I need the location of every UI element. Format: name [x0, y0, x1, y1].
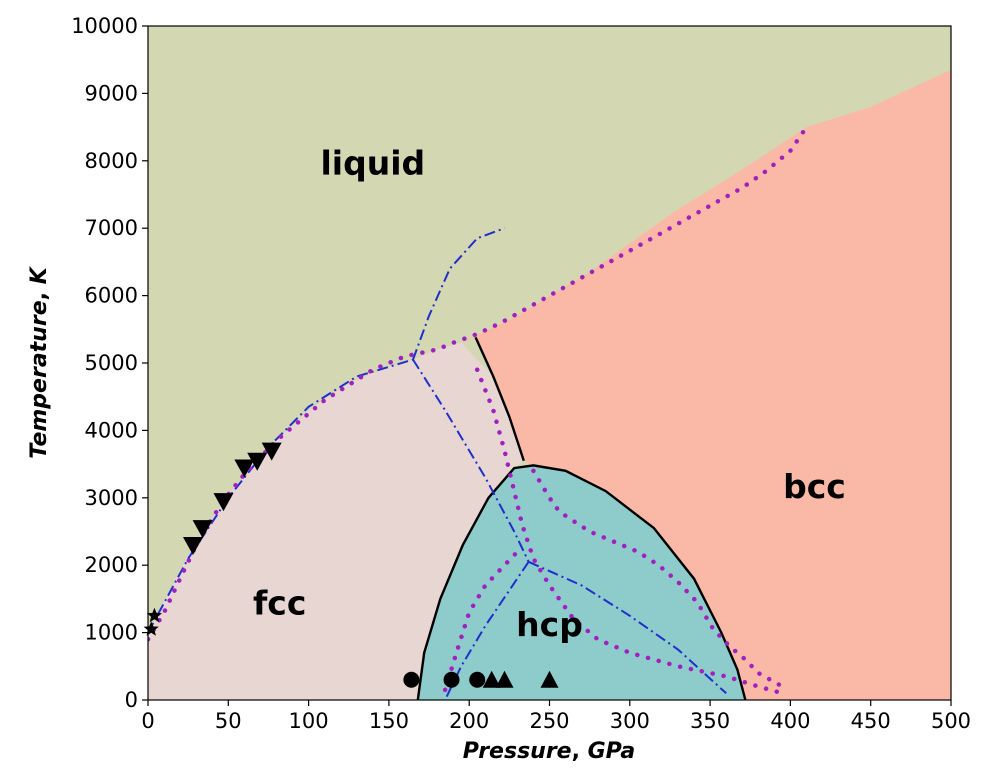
y-tick-label: 6000: [85, 284, 138, 308]
region-labels: liquid bcc fcc hcp: [253, 143, 846, 644]
phase-regions: [148, 26, 951, 700]
y-tick-label: 8000: [85, 149, 138, 173]
marker-triangle-up-3: [540, 670, 559, 688]
series-dotted-hcp-boundary: [442, 546, 523, 693]
y-tick-label: 5000: [85, 351, 138, 375]
x-tick-label: 350: [690, 709, 730, 733]
marker-circle-1: [403, 671, 420, 688]
y-tick-label: 7000: [85, 216, 138, 240]
y-tick-label: 10000: [71, 14, 138, 38]
marker-triangle-up-1: [482, 670, 501, 688]
marker-triangle-down-4: [234, 459, 255, 478]
x-tick-label: 0: [141, 709, 154, 733]
x-tick-label: 300: [610, 709, 650, 733]
x-tick-label: 250: [529, 709, 569, 733]
marker-triangle-up-2: [495, 670, 514, 688]
region-label-liquid: liquid: [321, 143, 426, 182]
boundary-fcc-bcc: [474, 336, 525, 462]
boundary-hcp-dome: [416, 464, 747, 700]
region-bcc: [461, 69, 951, 700]
x-tick-label: 150: [369, 709, 409, 733]
series-dash-dot-hcp-right: [528, 560, 727, 695]
region-label-hcp: hcp: [516, 605, 583, 644]
series-dash-dot-liquid-branch: [412, 227, 505, 360]
series-dash-dot-hcp-lower-left: [444, 561, 530, 700]
x-tick-label: 100: [289, 709, 329, 733]
experimental-markers: [143, 442, 559, 688]
x-axis-label: Pressure, GPa: [463, 739, 636, 764]
y-tick-label: 9000: [85, 81, 138, 105]
x-tick-label: 450: [851, 709, 891, 733]
marker-triangle-down-2: [192, 520, 213, 539]
x-tick-label: 500: [931, 709, 971, 733]
y-tick-label: 2000: [85, 553, 138, 577]
marker-triangle-down-1: [182, 536, 203, 555]
series-dash-dot-fcc-hcp: [412, 359, 530, 563]
region-fcc: [148, 342, 524, 700]
marker-star-1: [143, 621, 159, 636]
marker-star-2: [146, 607, 162, 623]
region-label-bcc: bcc: [783, 467, 846, 506]
y-tick-label: 1000: [85, 621, 138, 645]
marker-triangle-down-5: [247, 452, 268, 471]
marker-circle-3: [469, 671, 486, 688]
region-hcp: [417, 465, 746, 700]
y-tick-label: 0: [125, 688, 138, 712]
x-tick-label: 50: [215, 709, 242, 733]
y-tick-label: 4000: [85, 418, 138, 442]
x-tick-label: 200: [449, 709, 489, 733]
axis-ticks: 0 50 100 150 200 250 300 350 400 450 5000100020003…: [71, 14, 971, 733]
y-axis-label: Temperature, K: [27, 265, 52, 458]
region-label-fcc: fcc: [253, 583, 306, 622]
marker-triangle-down-3: [213, 493, 234, 512]
marker-circle-2: [443, 671, 460, 688]
series-dotted-melting: [148, 124, 809, 642]
calculated-curves: [148, 124, 809, 700]
y-tick-label: 3000: [85, 486, 138, 510]
x-tick-label: 400: [770, 709, 810, 733]
marker-triangle-down-6: [261, 442, 282, 461]
phase-boundaries: [416, 336, 747, 700]
